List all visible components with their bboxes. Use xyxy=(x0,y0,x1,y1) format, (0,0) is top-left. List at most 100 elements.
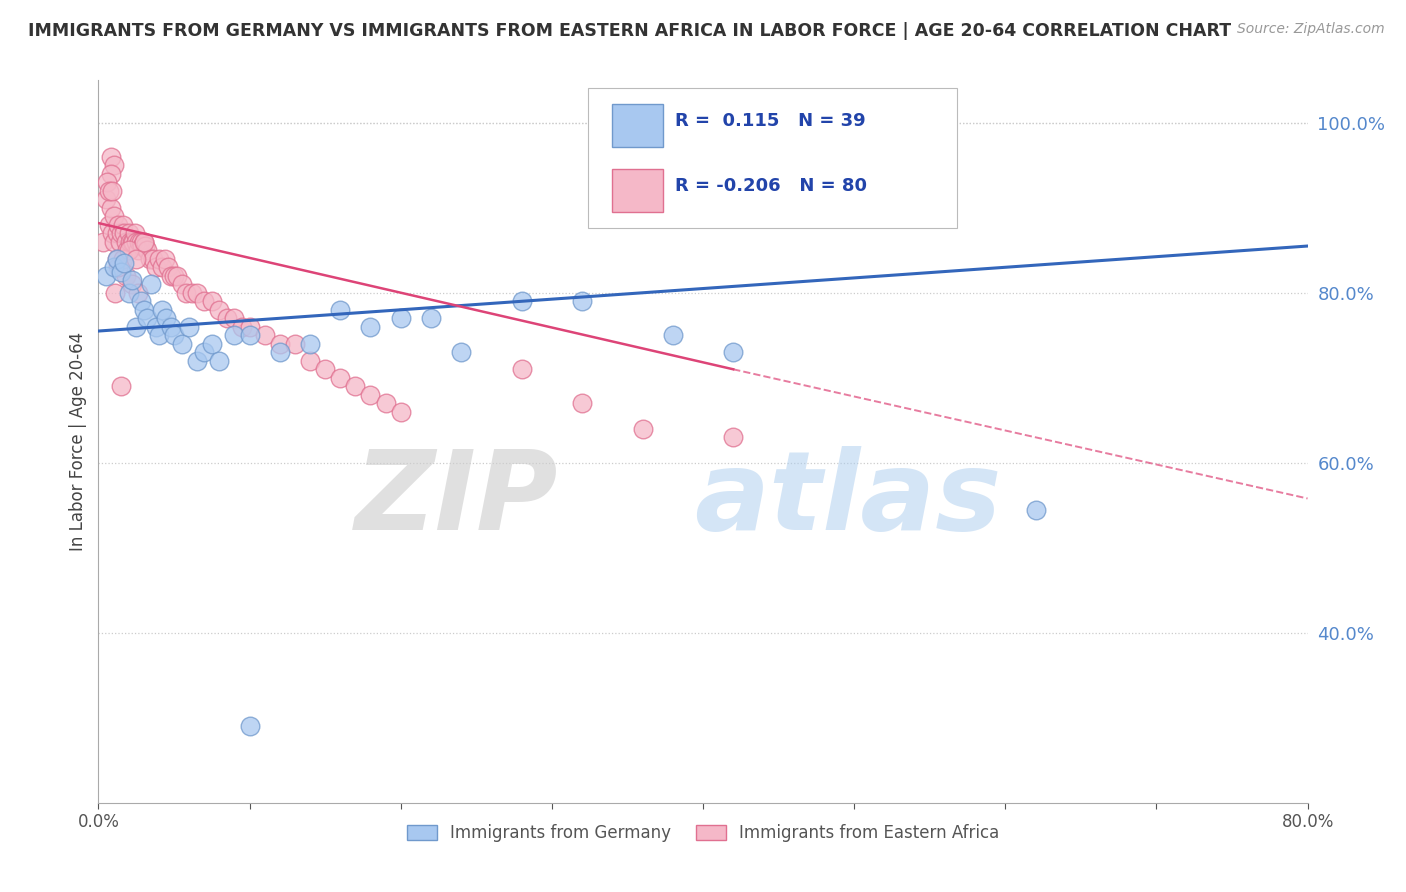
FancyBboxPatch shape xyxy=(588,87,957,228)
Point xyxy=(121,277,143,292)
Point xyxy=(103,235,125,249)
Point xyxy=(571,396,593,410)
Point xyxy=(571,294,593,309)
Point xyxy=(114,268,136,283)
Point xyxy=(94,192,117,206)
Point xyxy=(193,294,215,309)
Point xyxy=(193,345,215,359)
Point xyxy=(104,285,127,300)
Point xyxy=(101,227,124,241)
Point xyxy=(186,353,208,368)
Point xyxy=(94,268,117,283)
Point xyxy=(98,218,121,232)
Point xyxy=(389,405,412,419)
Point xyxy=(253,328,276,343)
Point xyxy=(360,388,382,402)
Point xyxy=(128,235,150,249)
Text: R =  0.115   N = 39: R = 0.115 N = 39 xyxy=(675,112,866,130)
Point xyxy=(131,239,153,253)
Point xyxy=(201,336,224,351)
Point xyxy=(105,252,128,266)
Point xyxy=(174,285,197,300)
Point xyxy=(269,336,291,351)
Point xyxy=(299,353,322,368)
Point xyxy=(91,235,114,249)
Point xyxy=(111,252,134,266)
Point xyxy=(145,260,167,275)
Point xyxy=(122,235,145,249)
Point xyxy=(153,252,176,266)
Point xyxy=(115,244,138,258)
Text: IMMIGRANTS FROM GERMANY VS IMMIGRANTS FROM EASTERN AFRICA IN LABOR FORCE | AGE 2: IMMIGRANTS FROM GERMANY VS IMMIGRANTS FR… xyxy=(28,22,1232,40)
Point xyxy=(389,311,412,326)
Point xyxy=(284,336,307,351)
Point xyxy=(510,362,533,376)
Point xyxy=(269,345,291,359)
Point xyxy=(360,319,382,334)
Y-axis label: In Labor Force | Age 20-64: In Labor Force | Age 20-64 xyxy=(69,332,87,551)
Point xyxy=(129,235,152,249)
Point xyxy=(344,379,367,393)
Point xyxy=(132,235,155,249)
Point xyxy=(163,268,186,283)
Point xyxy=(111,218,134,232)
Point xyxy=(125,319,148,334)
Point xyxy=(107,260,129,275)
Point xyxy=(231,319,253,334)
Point xyxy=(98,184,121,198)
Point xyxy=(105,252,128,266)
Point xyxy=(127,244,149,258)
Point xyxy=(118,244,141,258)
Point xyxy=(125,235,148,249)
Text: Source: ZipAtlas.com: Source: ZipAtlas.com xyxy=(1237,22,1385,37)
Point xyxy=(110,227,132,241)
Point xyxy=(132,235,155,249)
Point xyxy=(170,277,193,292)
Point xyxy=(148,252,170,266)
Point xyxy=(148,328,170,343)
Point xyxy=(135,244,157,258)
Point xyxy=(100,150,122,164)
FancyBboxPatch shape xyxy=(613,169,664,211)
Point xyxy=(134,239,156,253)
Point xyxy=(125,252,148,266)
Point xyxy=(139,252,162,266)
Point xyxy=(118,227,141,241)
Point xyxy=(114,235,136,249)
Point xyxy=(150,302,173,317)
FancyBboxPatch shape xyxy=(613,104,664,147)
Point xyxy=(239,328,262,343)
Point xyxy=(108,235,131,249)
Point xyxy=(181,285,204,300)
Point xyxy=(166,268,188,283)
Point xyxy=(110,379,132,393)
Point xyxy=(150,260,173,275)
Point xyxy=(156,260,179,275)
Point xyxy=(132,302,155,317)
Point xyxy=(100,167,122,181)
Point xyxy=(224,311,246,326)
Point xyxy=(135,311,157,326)
Point xyxy=(420,311,443,326)
Point xyxy=(103,158,125,172)
Point xyxy=(208,353,231,368)
Point xyxy=(103,209,125,223)
Point xyxy=(723,345,745,359)
Point xyxy=(314,362,336,376)
Point xyxy=(224,328,246,343)
Point xyxy=(121,273,143,287)
Text: R = -0.206   N = 80: R = -0.206 N = 80 xyxy=(675,178,868,195)
Point xyxy=(124,227,146,241)
Point xyxy=(160,268,183,283)
Point xyxy=(142,252,165,266)
Point xyxy=(170,336,193,351)
Point xyxy=(112,227,135,241)
Point xyxy=(145,319,167,334)
Point xyxy=(631,422,654,436)
Point xyxy=(374,396,396,410)
Point xyxy=(239,719,262,733)
Point xyxy=(661,328,683,343)
Point xyxy=(723,430,745,444)
Point xyxy=(101,184,124,198)
Point xyxy=(120,235,142,249)
